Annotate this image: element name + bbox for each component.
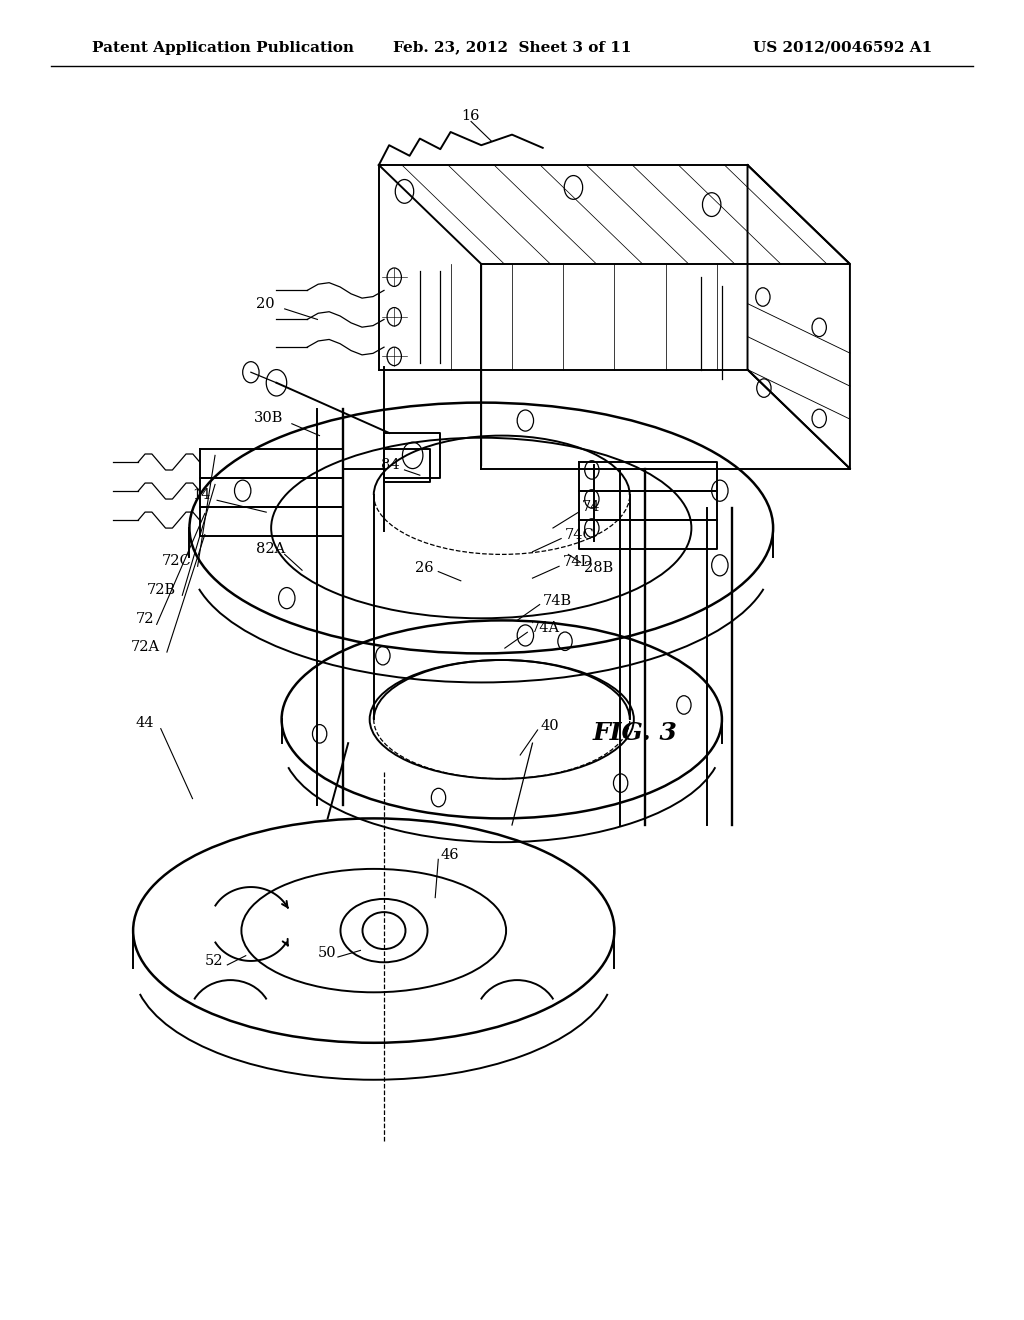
Text: 30B: 30B <box>254 412 284 425</box>
Text: 20: 20 <box>256 297 274 310</box>
Text: 84: 84 <box>381 458 399 471</box>
Text: 52: 52 <box>205 954 223 968</box>
Text: 72A: 72A <box>131 640 160 653</box>
Text: 44: 44 <box>135 717 154 730</box>
Text: 28B: 28B <box>584 561 613 574</box>
Text: 72C: 72C <box>162 554 191 568</box>
Text: 74B: 74B <box>543 594 571 607</box>
Text: 50: 50 <box>317 946 336 960</box>
Text: Feb. 23, 2012  Sheet 3 of 11: Feb. 23, 2012 Sheet 3 of 11 <box>393 41 631 54</box>
Text: FIG. 3: FIG. 3 <box>593 721 677 744</box>
Text: 14: 14 <box>193 488 211 502</box>
Text: US 2012/0046592 A1: US 2012/0046592 A1 <box>753 41 932 54</box>
Text: 74C: 74C <box>565 528 595 541</box>
Text: 26: 26 <box>415 561 433 574</box>
Text: 82A: 82A <box>256 543 286 556</box>
Text: 46: 46 <box>440 849 459 862</box>
Text: 72: 72 <box>136 612 155 626</box>
Text: 16: 16 <box>461 110 479 123</box>
Text: 40: 40 <box>541 719 559 733</box>
Text: Patent Application Publication: Patent Application Publication <box>92 41 354 54</box>
Text: 74A: 74A <box>530 622 559 635</box>
Text: 72B: 72B <box>146 583 175 597</box>
Text: 74: 74 <box>582 500 600 513</box>
Text: 74D: 74D <box>563 556 594 569</box>
